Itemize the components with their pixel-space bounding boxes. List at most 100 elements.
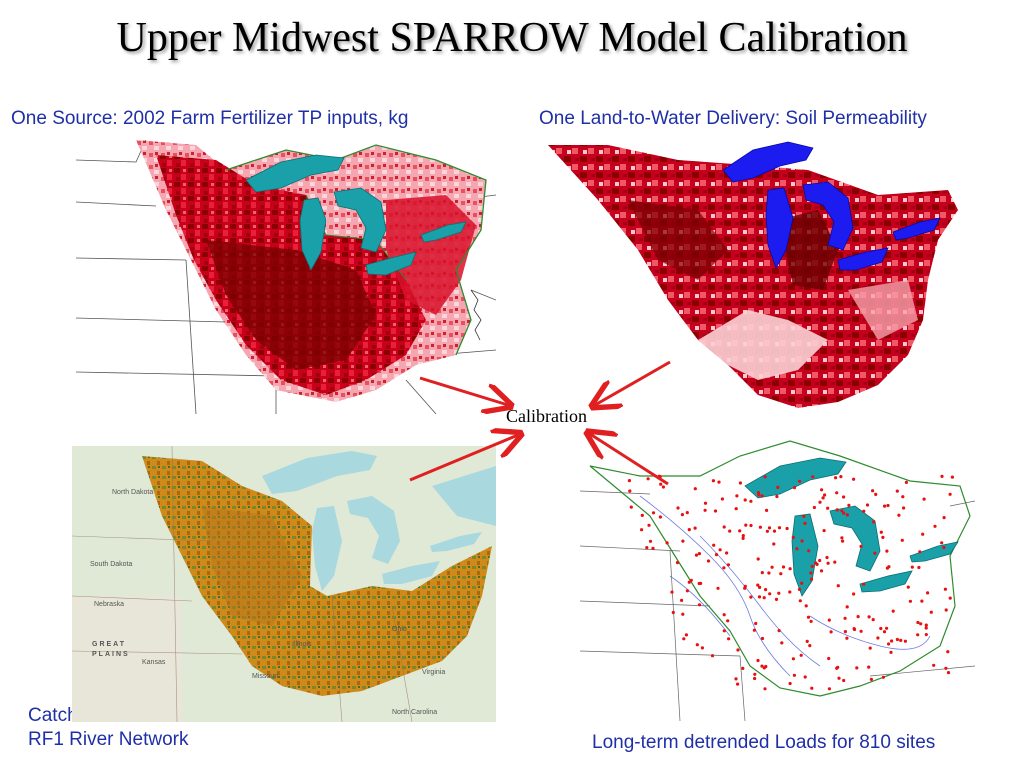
monitoring-site-dot [741, 666, 745, 670]
monitoring-site-dot [806, 615, 811, 619]
monitoring-site-dot [827, 618, 831, 622]
monitoring-site-dot [756, 557, 760, 561]
monitoring-site-dot [785, 526, 789, 531]
monitoring-site-dot [807, 549, 811, 553]
monitoring-site-dot [792, 486, 797, 490]
monitoring-site-dot [685, 589, 689, 593]
monitoring-site-dot [758, 525, 762, 529]
monitoring-site-dot [675, 561, 680, 565]
monitoring-site-dot [897, 513, 901, 517]
label-south-dakota: South Dakota [90, 561, 133, 568]
monitoring-site-dot [798, 599, 802, 603]
monitoring-site-dot [697, 552, 701, 556]
monitoring-site-dot [803, 675, 807, 679]
arrow-icon [595, 360, 671, 405]
monitoring-site-dot [906, 585, 910, 589]
monitoring-site-dot [883, 504, 887, 508]
monitoring-site-dot [772, 529, 777, 533]
monitoring-site-dot [871, 489, 875, 493]
monitoring-site-dot [743, 584, 747, 588]
label-north-carolina: North Carolina [392, 709, 437, 716]
monitoring-site-dot [659, 482, 663, 486]
monitoring-site-dot [671, 610, 675, 615]
monitoring-site-dot [809, 619, 813, 623]
catchments-map: North Dakota South Dakota Nebraska Kansa… [72, 446, 496, 722]
monitoring-site-dot [900, 538, 904, 542]
monitoring-site-dot [950, 475, 954, 479]
monitoring-site-dot [768, 592, 772, 596]
caption-fertilizer: One Source: 2002 Farm Fertilizer TP inpu… [11, 108, 409, 129]
monitoring-site-dot [803, 521, 807, 525]
monitoring-site-dot [879, 530, 883, 534]
monitoring-site-dot [693, 526, 697, 530]
monitoring-site-dot [833, 560, 837, 564]
monitoring-site-dot [822, 529, 826, 533]
monitoring-site-dot [929, 610, 933, 614]
monitoring-sites-map [580, 436, 975, 721]
monitoring-site-dot [842, 511, 846, 515]
monitoring-site-dot [753, 672, 757, 676]
fertilizer-map [76, 140, 496, 414]
monitoring-site-dot [703, 501, 708, 505]
monitoring-site-dot [825, 555, 829, 560]
monitoring-site-dot [942, 545, 946, 550]
monitoring-site-dot [628, 489, 632, 493]
monitoring-site-dot [800, 581, 804, 585]
monitoring-site-dot [717, 480, 721, 484]
monitoring-site-dot [764, 664, 768, 669]
monitoring-site-dot [899, 638, 903, 642]
monitoring-site-dot [776, 485, 780, 489]
monitoring-site-dot [845, 605, 849, 609]
caption-catchments-line2: RF1 River Network [28, 729, 189, 750]
monitoring-site-dot [840, 536, 844, 540]
monitoring-site-dot [687, 580, 691, 584]
monitoring-site-dot [882, 630, 887, 634]
monitoring-site-dot [881, 675, 885, 679]
monitoring-site-dot [862, 509, 866, 513]
monitoring-site-dot [722, 566, 726, 570]
monitoring-site-dot [926, 591, 930, 595]
monitoring-site-dot [805, 639, 809, 643]
monitoring-site-dot [627, 479, 631, 483]
monitoring-site-dot [741, 534, 745, 538]
monitoring-site-dot [855, 666, 859, 670]
monitoring-site-dot [889, 650, 893, 654]
monitoring-site-dot [946, 650, 950, 654]
monitoring-site-dot [647, 523, 651, 527]
monitoring-site-dot [948, 492, 952, 496]
monitoring-site-dot [891, 609, 895, 613]
monitoring-site-dot [867, 615, 871, 619]
monitoring-site-dot [809, 571, 813, 575]
monitoring-site-dot [841, 539, 845, 543]
monitoring-site-dot [800, 539, 804, 543]
slide-title: Upper Midwest SPARROW Model Calibration [116, 15, 908, 61]
monitoring-site-dot [940, 541, 944, 545]
monitoring-site-dot [886, 503, 890, 508]
monitoring-site-dot [680, 513, 684, 517]
monitoring-site-dot [648, 539, 653, 543]
monitoring-site-dot [867, 665, 871, 669]
monitoring-site-dot [901, 495, 905, 499]
monitoring-site-dot [738, 481, 742, 485]
monitoring-site-dot [651, 511, 656, 515]
monitoring-site-dot [940, 474, 944, 478]
monitoring-site-dot [651, 546, 655, 550]
monitoring-site-dot [665, 541, 669, 545]
monitoring-site-dot [720, 497, 724, 501]
monitoring-site-dot [685, 511, 689, 515]
label-kansas: Kansas [142, 659, 166, 666]
monitoring-site-dot [922, 497, 926, 501]
caption-soil-permeability: One Land-to-Water Delivery: Soil Permeab… [539, 108, 927, 129]
monitoring-site-dot [865, 503, 870, 507]
monitoring-site-dot [774, 597, 779, 601]
monitoring-site-dot [700, 646, 704, 650]
monitoring-site-dot [808, 644, 812, 648]
monitoring-site-dot [788, 590, 792, 594]
monitoring-site-dot [871, 618, 875, 622]
monitoring-site-dot [881, 535, 885, 539]
monitoring-site-dot [843, 616, 847, 620]
monitoring-site-dot [835, 491, 839, 495]
monitoring-site-dot [640, 513, 644, 517]
label-missouri: Missouri [252, 673, 279, 680]
monitoring-site-dot [843, 630, 847, 634]
